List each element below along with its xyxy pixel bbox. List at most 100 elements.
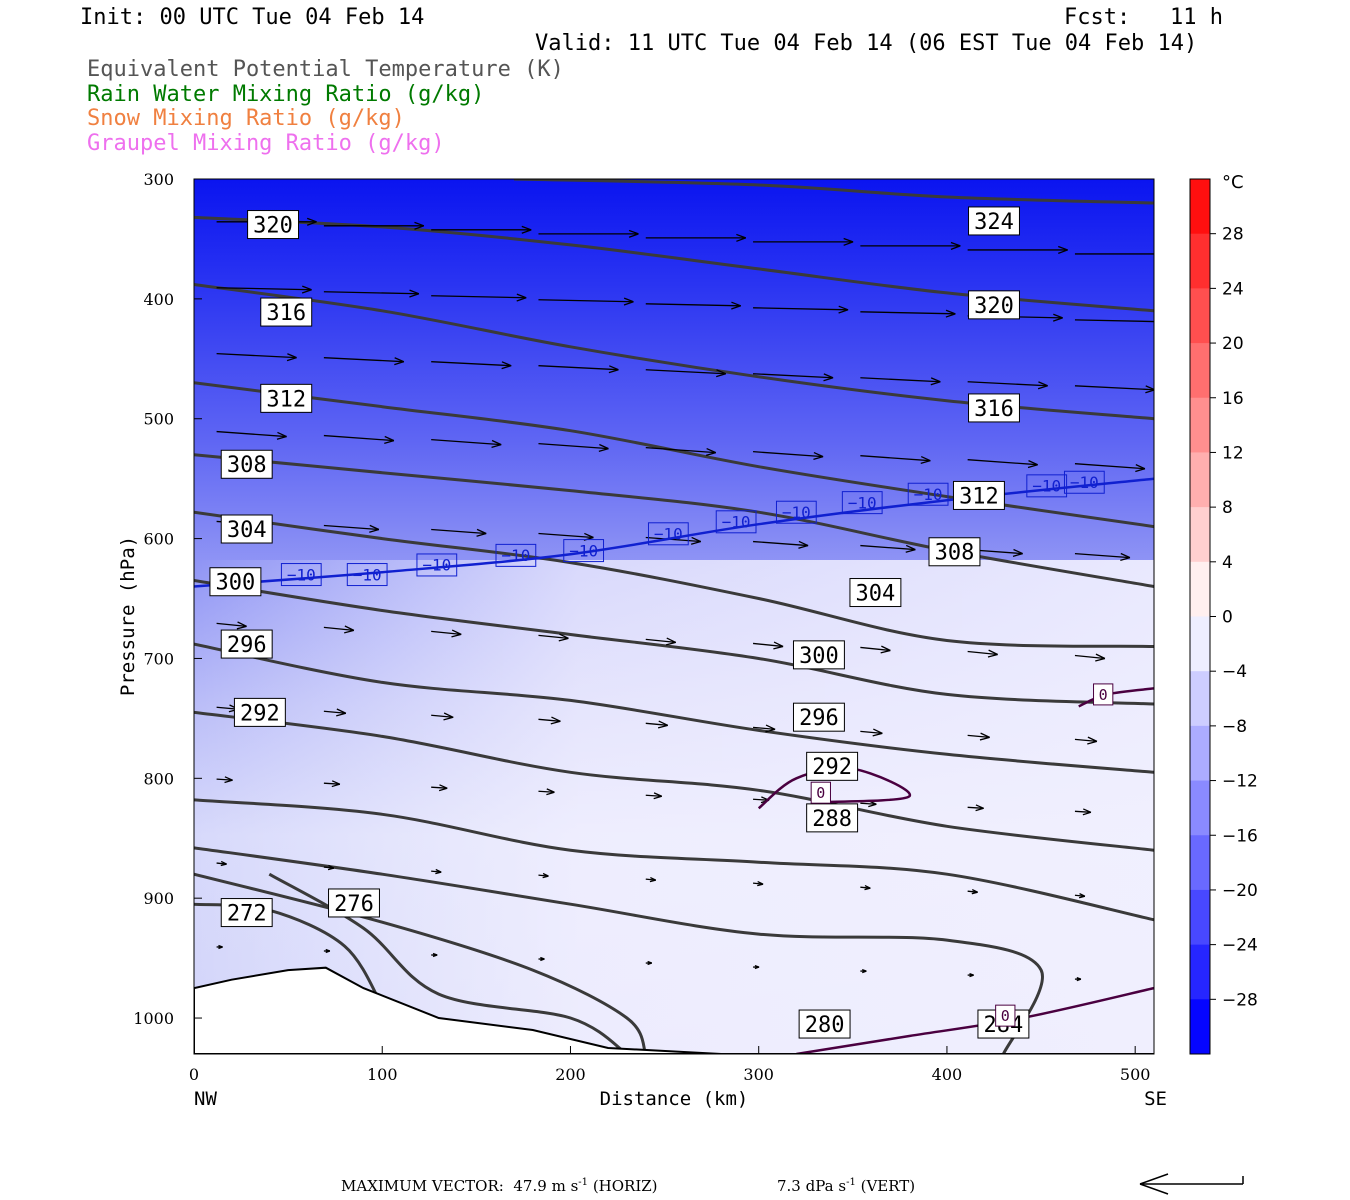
- legend-theta-e: Equivalent Potential Temperature (K): [87, 57, 564, 82]
- theta-e-label-292: 292: [233, 697, 286, 727]
- wind-vector: [645, 446, 717, 457]
- colorbar-segment: [1190, 671, 1210, 727]
- theta-e-label-308: 308: [220, 449, 273, 479]
- plot-frame: [193, 178, 1155, 1055]
- colorbar-label: −28: [1222, 990, 1258, 1010]
- wind-vector: [967, 459, 1038, 469]
- wind-vector: [431, 528, 487, 537]
- wind-vector: [860, 544, 916, 553]
- wind-vector: [1074, 385, 1154, 394]
- colorbar-label: 8: [1222, 498, 1233, 518]
- colorbar-label: 4: [1222, 553, 1233, 573]
- colorbar-segment: [1190, 343, 1210, 399]
- wind-vector: [216, 776, 233, 784]
- theta-e-label-280: 280: [798, 1009, 851, 1039]
- wind-vector: [967, 381, 1048, 390]
- y-tick-label: 300: [143, 170, 174, 189]
- x-tick-label: 100: [367, 1065, 398, 1084]
- isotherm-zero: [796, 986, 1154, 1054]
- colorbar-segment: [1190, 889, 1210, 946]
- theta-e-label-324: 324: [968, 206, 1020, 236]
- wind-vector: [216, 352, 297, 362]
- svg-text:276: 276: [334, 892, 374, 917]
- wind-vector: [1074, 552, 1131, 561]
- wind-vector: [323, 708, 347, 717]
- svg-text:−10: −10: [848, 493, 877, 512]
- wind-vector: [323, 524, 380, 533]
- theta-e-contour-308: [194, 453, 1154, 588]
- svg-text:−10: −10: [287, 565, 316, 584]
- isotherm-label-minus10: −10: [715, 510, 757, 534]
- wind-vector: [431, 952, 438, 958]
- wind-vector: [1074, 808, 1092, 816]
- colorbar-label: 24: [1222, 279, 1244, 299]
- theta-e-contour-280: [194, 872, 648, 1054]
- wind-vector: [752, 724, 776, 733]
- wind-vector: [538, 633, 569, 642]
- x-tick-label: 400: [932, 1065, 963, 1084]
- wind-vector: [1074, 319, 1154, 323]
- theta-e-label-316: 316: [260, 297, 313, 327]
- wind-vector: [1074, 463, 1146, 473]
- isotherm-label-minus10: −10: [1063, 470, 1105, 494]
- isotherm-label-minus10: −10: [280, 563, 322, 587]
- wind-vector: [645, 301, 742, 310]
- svg-text:312: 312: [266, 387, 306, 412]
- y-tick-label: 1000: [133, 1009, 174, 1028]
- isotherm-label-minus10: −10: [346, 563, 388, 587]
- svg-text:316: 316: [974, 397, 1014, 422]
- wind-vector: [860, 377, 941, 386]
- max-vector-vert-exp: -1: [846, 1177, 856, 1188]
- svg-text:292: 292: [240, 701, 280, 726]
- isotherm-label-minus10: −10: [495, 543, 537, 567]
- theta-e-label-300: 300: [209, 567, 262, 597]
- wind-vector: [753, 964, 760, 970]
- svg-text:324: 324: [974, 210, 1014, 235]
- colorbar-label: 20: [1222, 334, 1244, 354]
- wind-vector: [967, 245, 1068, 254]
- wind-vector: [1074, 253, 1154, 255]
- svg-text:320: 320: [253, 213, 293, 238]
- svg-text:304: 304: [227, 518, 267, 543]
- wind-vector: [752, 641, 784, 650]
- svg-text:−10: −10: [422, 556, 451, 575]
- y-tick-label: 900: [143, 889, 174, 908]
- y-tick-label: 400: [143, 290, 174, 309]
- wind-vector: [967, 649, 998, 658]
- wind-vector: [538, 788, 555, 796]
- max-vector-vert-unit: dPa s: [805, 1177, 847, 1195]
- wind-vector: [216, 430, 287, 440]
- theta-e-contour-284: [194, 846, 1044, 1054]
- wind-vector: [1074, 977, 1082, 982]
- wind-vector: [967, 732, 990, 741]
- wind-vector: [323, 864, 335, 871]
- wind-vector: [323, 221, 425, 230]
- colorbar-label: 16: [1222, 389, 1244, 409]
- wind-vector: [323, 289, 420, 298]
- theta-e-label-304-b: 304: [849, 578, 902, 608]
- wind-vector: [753, 305, 849, 314]
- svg-text:272: 272: [227, 901, 267, 926]
- svg-text:300: 300: [216, 571, 256, 596]
- x-tick-label: 500: [1120, 1065, 1151, 1084]
- x-axis-left-label: NW: [194, 1088, 217, 1110]
- max-vector-vert: 7.3 dPa s-1 (VERT): [777, 1177, 915, 1195]
- svg-text:280: 280: [805, 1013, 845, 1038]
- wind-vector: [860, 968, 867, 974]
- svg-text:292: 292: [812, 755, 852, 780]
- wind-vector: [538, 872, 549, 879]
- colorbar-segment: [1190, 780, 1210, 836]
- init-time: Init: 00 UTC Tue 04 Feb 14: [80, 5, 425, 30]
- wind-vector: [860, 241, 961, 250]
- colorbar-unit: °C: [1222, 172, 1244, 193]
- wind-vector: [323, 357, 405, 366]
- theta-e-contour-296: [194, 642, 1154, 774]
- svg-text:304: 304: [856, 581, 896, 606]
- wind-vector: [323, 434, 395, 444]
- max-vector-label: MAXIMUM VECTOR: 47.9 m s-1 (HORIZ): [341, 1177, 658, 1195]
- max-vector-title: MAXIMUM VECTOR:: [341, 1177, 504, 1195]
- wind-vector: [538, 297, 634, 306]
- wind-vector: [216, 621, 247, 630]
- colorbar-segment: [1190, 999, 1210, 1055]
- colorbar-label: 0: [1222, 608, 1233, 628]
